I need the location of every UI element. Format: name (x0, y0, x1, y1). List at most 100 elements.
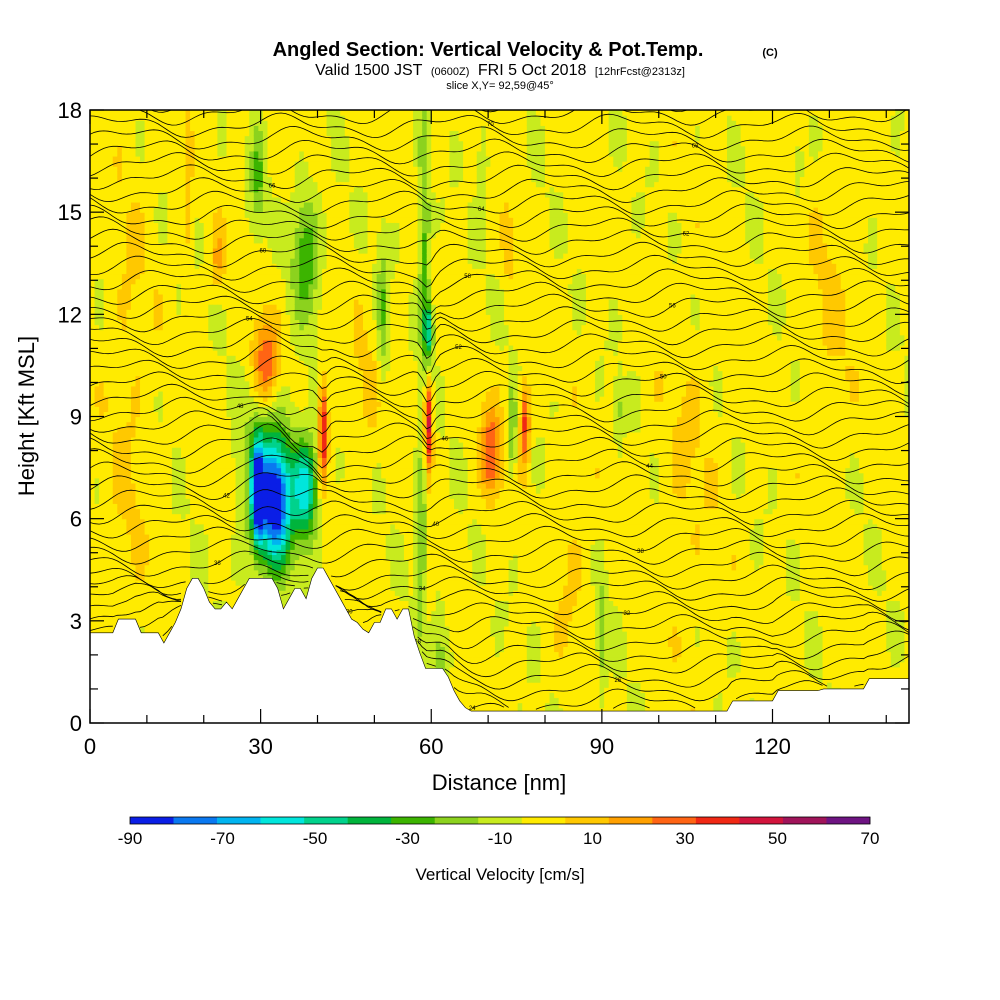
field-cell (277, 544, 282, 550)
field-cell (154, 411, 159, 417)
field-cell (90, 565, 95, 571)
field-cell (213, 473, 218, 479)
field-cell (245, 222, 250, 228)
field-cell (245, 427, 250, 433)
field-cell (181, 309, 186, 315)
field-cell (145, 166, 150, 172)
field-cell (145, 406, 150, 412)
field-cell (172, 248, 177, 254)
field-cell (217, 136, 222, 142)
field-cell (140, 120, 145, 126)
field-cell (227, 233, 232, 239)
field-cell (117, 360, 122, 366)
field-cell (254, 335, 259, 341)
field-cell (131, 396, 136, 402)
field-cell (240, 263, 245, 269)
field-cell (117, 549, 122, 555)
field-cell (90, 279, 95, 285)
field-cell (117, 110, 122, 116)
field-cell (267, 212, 272, 218)
field-cell (176, 554, 181, 560)
field-cell (227, 503, 232, 509)
field-cell (240, 360, 245, 366)
field-cell (145, 365, 150, 371)
field-cell (245, 227, 250, 233)
field-cell (208, 381, 213, 387)
field-cell (249, 325, 254, 331)
field-cell (231, 442, 236, 448)
field-cell (140, 171, 145, 177)
field-cell (272, 289, 277, 295)
field-cell (145, 396, 150, 402)
field-cell (131, 498, 136, 504)
field-cell (172, 110, 177, 116)
field-cell (227, 130, 232, 136)
field-cell (176, 115, 181, 121)
field-cell (277, 462, 282, 468)
field-cell (222, 422, 227, 428)
field-cell (263, 125, 268, 131)
field-cell (176, 452, 181, 458)
field-cell (167, 212, 172, 218)
field-cell (117, 289, 122, 295)
field-cell (181, 371, 186, 377)
field-cell (204, 171, 209, 177)
field-cell (154, 560, 159, 566)
field-cell (199, 345, 204, 351)
field-cell (122, 519, 127, 525)
field-cell (176, 299, 181, 305)
field-cell (104, 360, 109, 366)
field-cell (95, 478, 100, 484)
field-cell (108, 524, 113, 530)
field-cell (199, 371, 204, 377)
field-cell (122, 294, 127, 300)
field-cell (190, 519, 195, 525)
field-cell (108, 432, 113, 438)
field-cell (172, 279, 177, 285)
chart-title: Angled Section: Vertical Velocity & Pot.… (273, 39, 704, 61)
field-cell (208, 570, 213, 576)
field-cell (258, 187, 263, 193)
field-cell (258, 478, 263, 484)
field-cell (176, 294, 181, 300)
field-cell (108, 187, 113, 193)
field-cell (181, 227, 186, 233)
field-cell (158, 514, 163, 520)
field-cell (140, 406, 145, 412)
field-cell (90, 478, 95, 484)
field-cell (181, 565, 186, 571)
field-cell (249, 340, 254, 346)
field-cell (245, 483, 250, 489)
field-cell (272, 524, 277, 530)
field-cell (95, 182, 100, 188)
field-cell (217, 222, 222, 228)
field-cell (158, 411, 163, 417)
field-cell (149, 381, 154, 387)
field-cell (145, 452, 150, 458)
field-cell (263, 427, 268, 433)
field-cell (172, 508, 177, 514)
field-cell (195, 534, 200, 540)
field-cell (195, 309, 200, 315)
field-cell (240, 488, 245, 494)
field-cell (126, 406, 131, 412)
field-cell (108, 391, 113, 397)
field-cell (149, 289, 154, 295)
field-cell (186, 406, 191, 412)
field-cell (240, 544, 245, 550)
field-cell (108, 340, 113, 346)
field-cell (154, 580, 159, 586)
field-cell (163, 166, 168, 172)
field-cell (154, 151, 159, 157)
field-cell (131, 371, 136, 377)
field-cell (154, 611, 159, 617)
field-cell (231, 565, 236, 571)
field-cell (122, 447, 127, 453)
field-cell (181, 498, 186, 504)
field-cell (176, 406, 181, 412)
field-cell (199, 120, 204, 126)
field-cell (99, 360, 104, 366)
field-cell (245, 360, 250, 366)
field-cell (231, 411, 236, 417)
field-cell (245, 146, 250, 152)
